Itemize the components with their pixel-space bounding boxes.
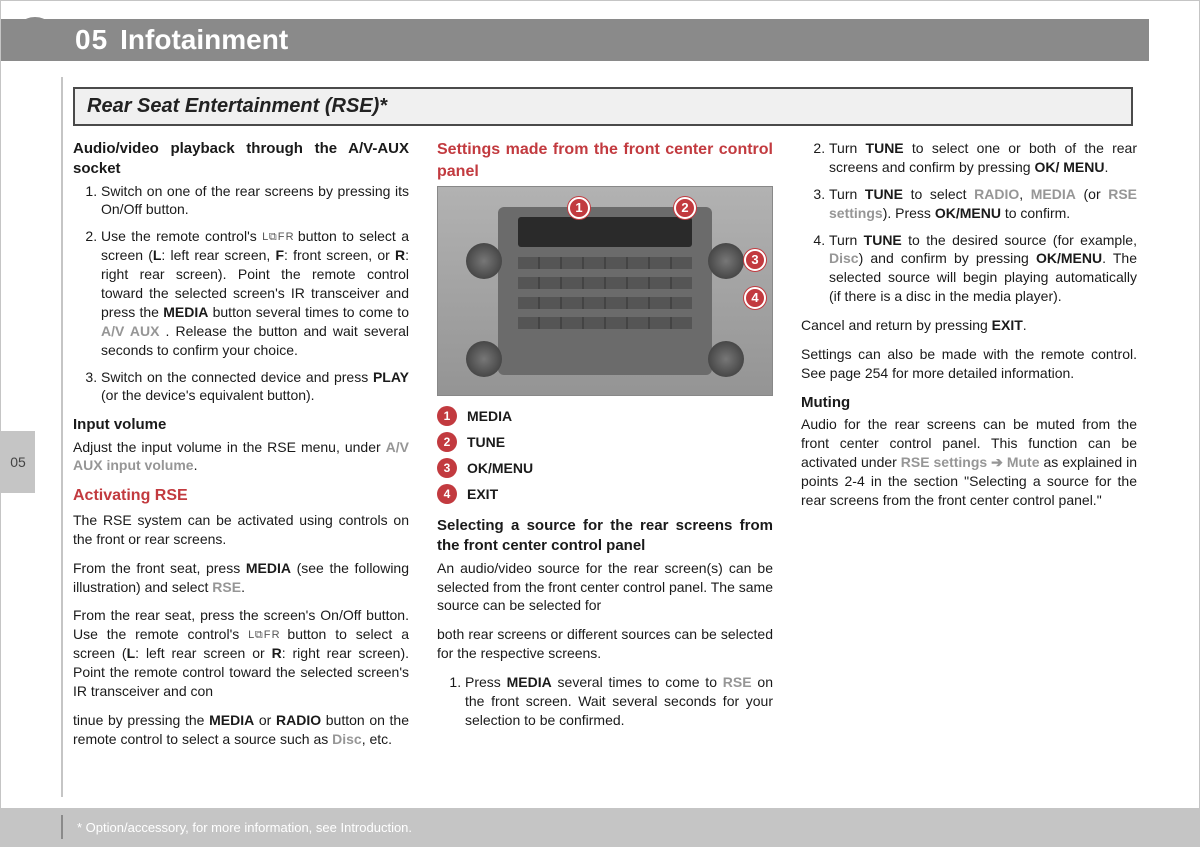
- chapter-number: 05: [75, 24, 108, 56]
- knob: [708, 341, 744, 377]
- section-tab: 05: [1, 431, 35, 493]
- center-panel-figure: 1 2 3 4: [437, 186, 773, 396]
- button-row: [518, 277, 692, 289]
- footnote-text: * Option/accessory, for more information…: [77, 820, 412, 835]
- panel-screen: [518, 217, 692, 247]
- paragraph: An audio/video source for the rear scree…: [437, 559, 773, 616]
- knob: [708, 243, 744, 279]
- heading-selecting-source: Selecting a source for the rear screens …: [437, 516, 773, 557]
- list-item: Switch on the connected device and press…: [101, 368, 409, 406]
- chapter-title: Infotainment: [120, 24, 288, 56]
- button-row: [518, 257, 692, 269]
- paragraph: Cancel and return by pressing EXIT.: [801, 316, 1137, 335]
- list-item: Turn TUNE to select RADIO, MEDIA (or RSE…: [829, 185, 1137, 223]
- chapter-header: 05 Infotainment: [1, 19, 1149, 61]
- footer-divider: [61, 815, 63, 839]
- av-playback-steps: Switch on one of the rear screens by pre…: [73, 182, 409, 406]
- button-row: [518, 297, 692, 309]
- remote-button-glyph: L ⧉ F R: [248, 628, 278, 643]
- vertical-rule: [61, 77, 63, 797]
- list-item: Press MEDIA several times to come to RSE…: [465, 673, 773, 730]
- legend-badge: 2: [437, 432, 457, 452]
- heading-input-volume: Input volume: [73, 415, 409, 435]
- list-item: Turn TUNE to select one or both of the r…: [829, 139, 1137, 177]
- button-row: [518, 317, 692, 329]
- knob: [466, 243, 502, 279]
- paragraph: tinue by pressing the MEDIA or RADIO but…: [73, 711, 409, 749]
- legend-row: 3OK/MENU: [437, 458, 773, 478]
- list-item: Use the remote control's L ⧉ F R button …: [101, 227, 409, 359]
- legend-badge: 4: [437, 484, 457, 504]
- legend-row: 4EXIT: [437, 484, 773, 504]
- legend-badge: 1: [437, 406, 457, 426]
- list-item: Switch on one of the rear screens by pre…: [101, 182, 409, 220]
- paragraph: Audio for the rear screens can be muted …: [801, 415, 1137, 509]
- knob: [466, 341, 502, 377]
- paragraph: Adjust the input volume in the RSE menu,…: [73, 438, 409, 476]
- legend-row: 2TUNE: [437, 432, 773, 452]
- paragraph: both rear screens or different sources c…: [437, 625, 773, 663]
- heading-muting: Muting: [801, 393, 1137, 413]
- callout-4: 4: [744, 287, 766, 309]
- callout-3: 3: [744, 249, 766, 271]
- paragraph: The RSE system can be activated using co…: [73, 511, 409, 549]
- paragraph: Settings can also be made with the remot…: [801, 345, 1137, 383]
- list-item: Turn TUNE to the desired source (for exa…: [829, 231, 1137, 307]
- body-content: Audio/video playback through the A/V-AUX…: [73, 139, 1137, 759]
- heading-activating-rse: Activating RSE: [73, 485, 409, 507]
- paragraph: From the rear seat, press the screen's O…: [73, 606, 409, 700]
- legend-badge: 3: [437, 458, 457, 478]
- heading-front-panel-settings: Settings made from the front center cont…: [437, 139, 773, 182]
- remote-button-glyph: L ⧉ F R: [262, 230, 292, 245]
- paragraph: From the front seat, press MEDIA (see th…: [73, 559, 409, 597]
- legend-row: 1MEDIA: [437, 406, 773, 426]
- heading-av-playback: Audio/video playback through the A/V-AUX…: [73, 139, 409, 180]
- section-subheading: Rear Seat Entertainment (RSE)*: [73, 87, 1133, 126]
- footer: * Option/accessory, for more information…: [1, 808, 1200, 846]
